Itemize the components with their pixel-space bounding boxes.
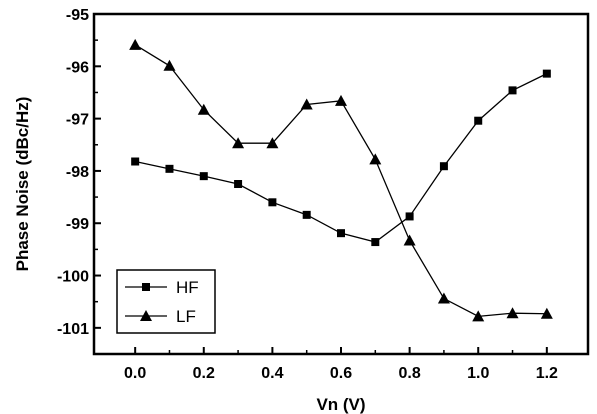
y-axis-ticks: -95 -96 -97 -98 -99 -100 -101 bbox=[57, 7, 101, 355]
plot-frame bbox=[92, 12, 590, 356]
legend-hf-label: HF bbox=[176, 278, 199, 297]
y-tick-label: -99 bbox=[66, 216, 89, 233]
series-lf-point bbox=[540, 307, 553, 319]
series-hf-point bbox=[337, 229, 345, 238]
series-lf bbox=[129, 38, 553, 322]
y-tick-label: -98 bbox=[66, 164, 89, 181]
legend-box bbox=[116, 269, 216, 334]
series-hf-point bbox=[439, 162, 448, 171]
x-tick-label: 0.0 bbox=[124, 365, 146, 382]
y-axis-title: Phase Noise (dBc/Hz) bbox=[13, 97, 32, 272]
series-hf-point bbox=[268, 198, 277, 207]
y-tick-label: -97 bbox=[66, 112, 89, 129]
series-hf-point bbox=[371, 238, 380, 247]
series-hf-point bbox=[405, 212, 414, 221]
series-hf-point bbox=[474, 116, 483, 125]
series-hf bbox=[131, 69, 551, 247]
legend-hf-marker bbox=[142, 283, 150, 291]
series-lf-point bbox=[129, 38, 142, 50]
y-tick-label: -95 bbox=[66, 7, 89, 24]
x-axis-title: Vn (V) bbox=[316, 395, 365, 414]
series-layer bbox=[129, 38, 553, 322]
legend-lf-label: LF bbox=[176, 307, 196, 326]
series-lf-point bbox=[232, 137, 245, 149]
series-hf-point bbox=[542, 69, 551, 78]
x-tick-label: 1.0 bbox=[467, 365, 489, 382]
y-tick-label: -101 bbox=[57, 321, 89, 338]
series-lf-point bbox=[369, 153, 382, 165]
series-hf-point bbox=[234, 180, 243, 188]
series-lf-point bbox=[437, 292, 450, 304]
y-tick-label: -100 bbox=[57, 269, 89, 286]
x-tick-label: 0.8 bbox=[398, 365, 420, 382]
x-axis-ticks: 0.0 0.2 0.4 0.6 0.8 1.0 1.2 bbox=[124, 347, 558, 382]
x-tick-label: 0.4 bbox=[261, 365, 283, 382]
series-lf-point bbox=[163, 59, 176, 71]
series-lf-point bbox=[506, 307, 519, 319]
series-hf-point bbox=[199, 172, 208, 181]
series-lf-point bbox=[472, 310, 485, 322]
x-tick-label: 0.6 bbox=[330, 365, 352, 382]
series-hf-point bbox=[131, 157, 140, 166]
series-lf-point bbox=[300, 98, 313, 110]
series-hf-point bbox=[508, 86, 517, 95]
series-hf-point bbox=[302, 210, 311, 219]
legend-lf-marker bbox=[140, 310, 152, 321]
series-lf-point bbox=[335, 94, 347, 106]
series-lf-point bbox=[197, 103, 210, 115]
x-tick-label: 0.2 bbox=[193, 365, 215, 382]
series-lf-point bbox=[266, 137, 279, 149]
legend: HF LF bbox=[116, 269, 216, 334]
x-tick-label: 1.2 bbox=[536, 365, 558, 382]
series-lf-point bbox=[403, 234, 416, 246]
y-tick-label: -96 bbox=[66, 59, 89, 76]
series-hf-point bbox=[165, 164, 174, 173]
